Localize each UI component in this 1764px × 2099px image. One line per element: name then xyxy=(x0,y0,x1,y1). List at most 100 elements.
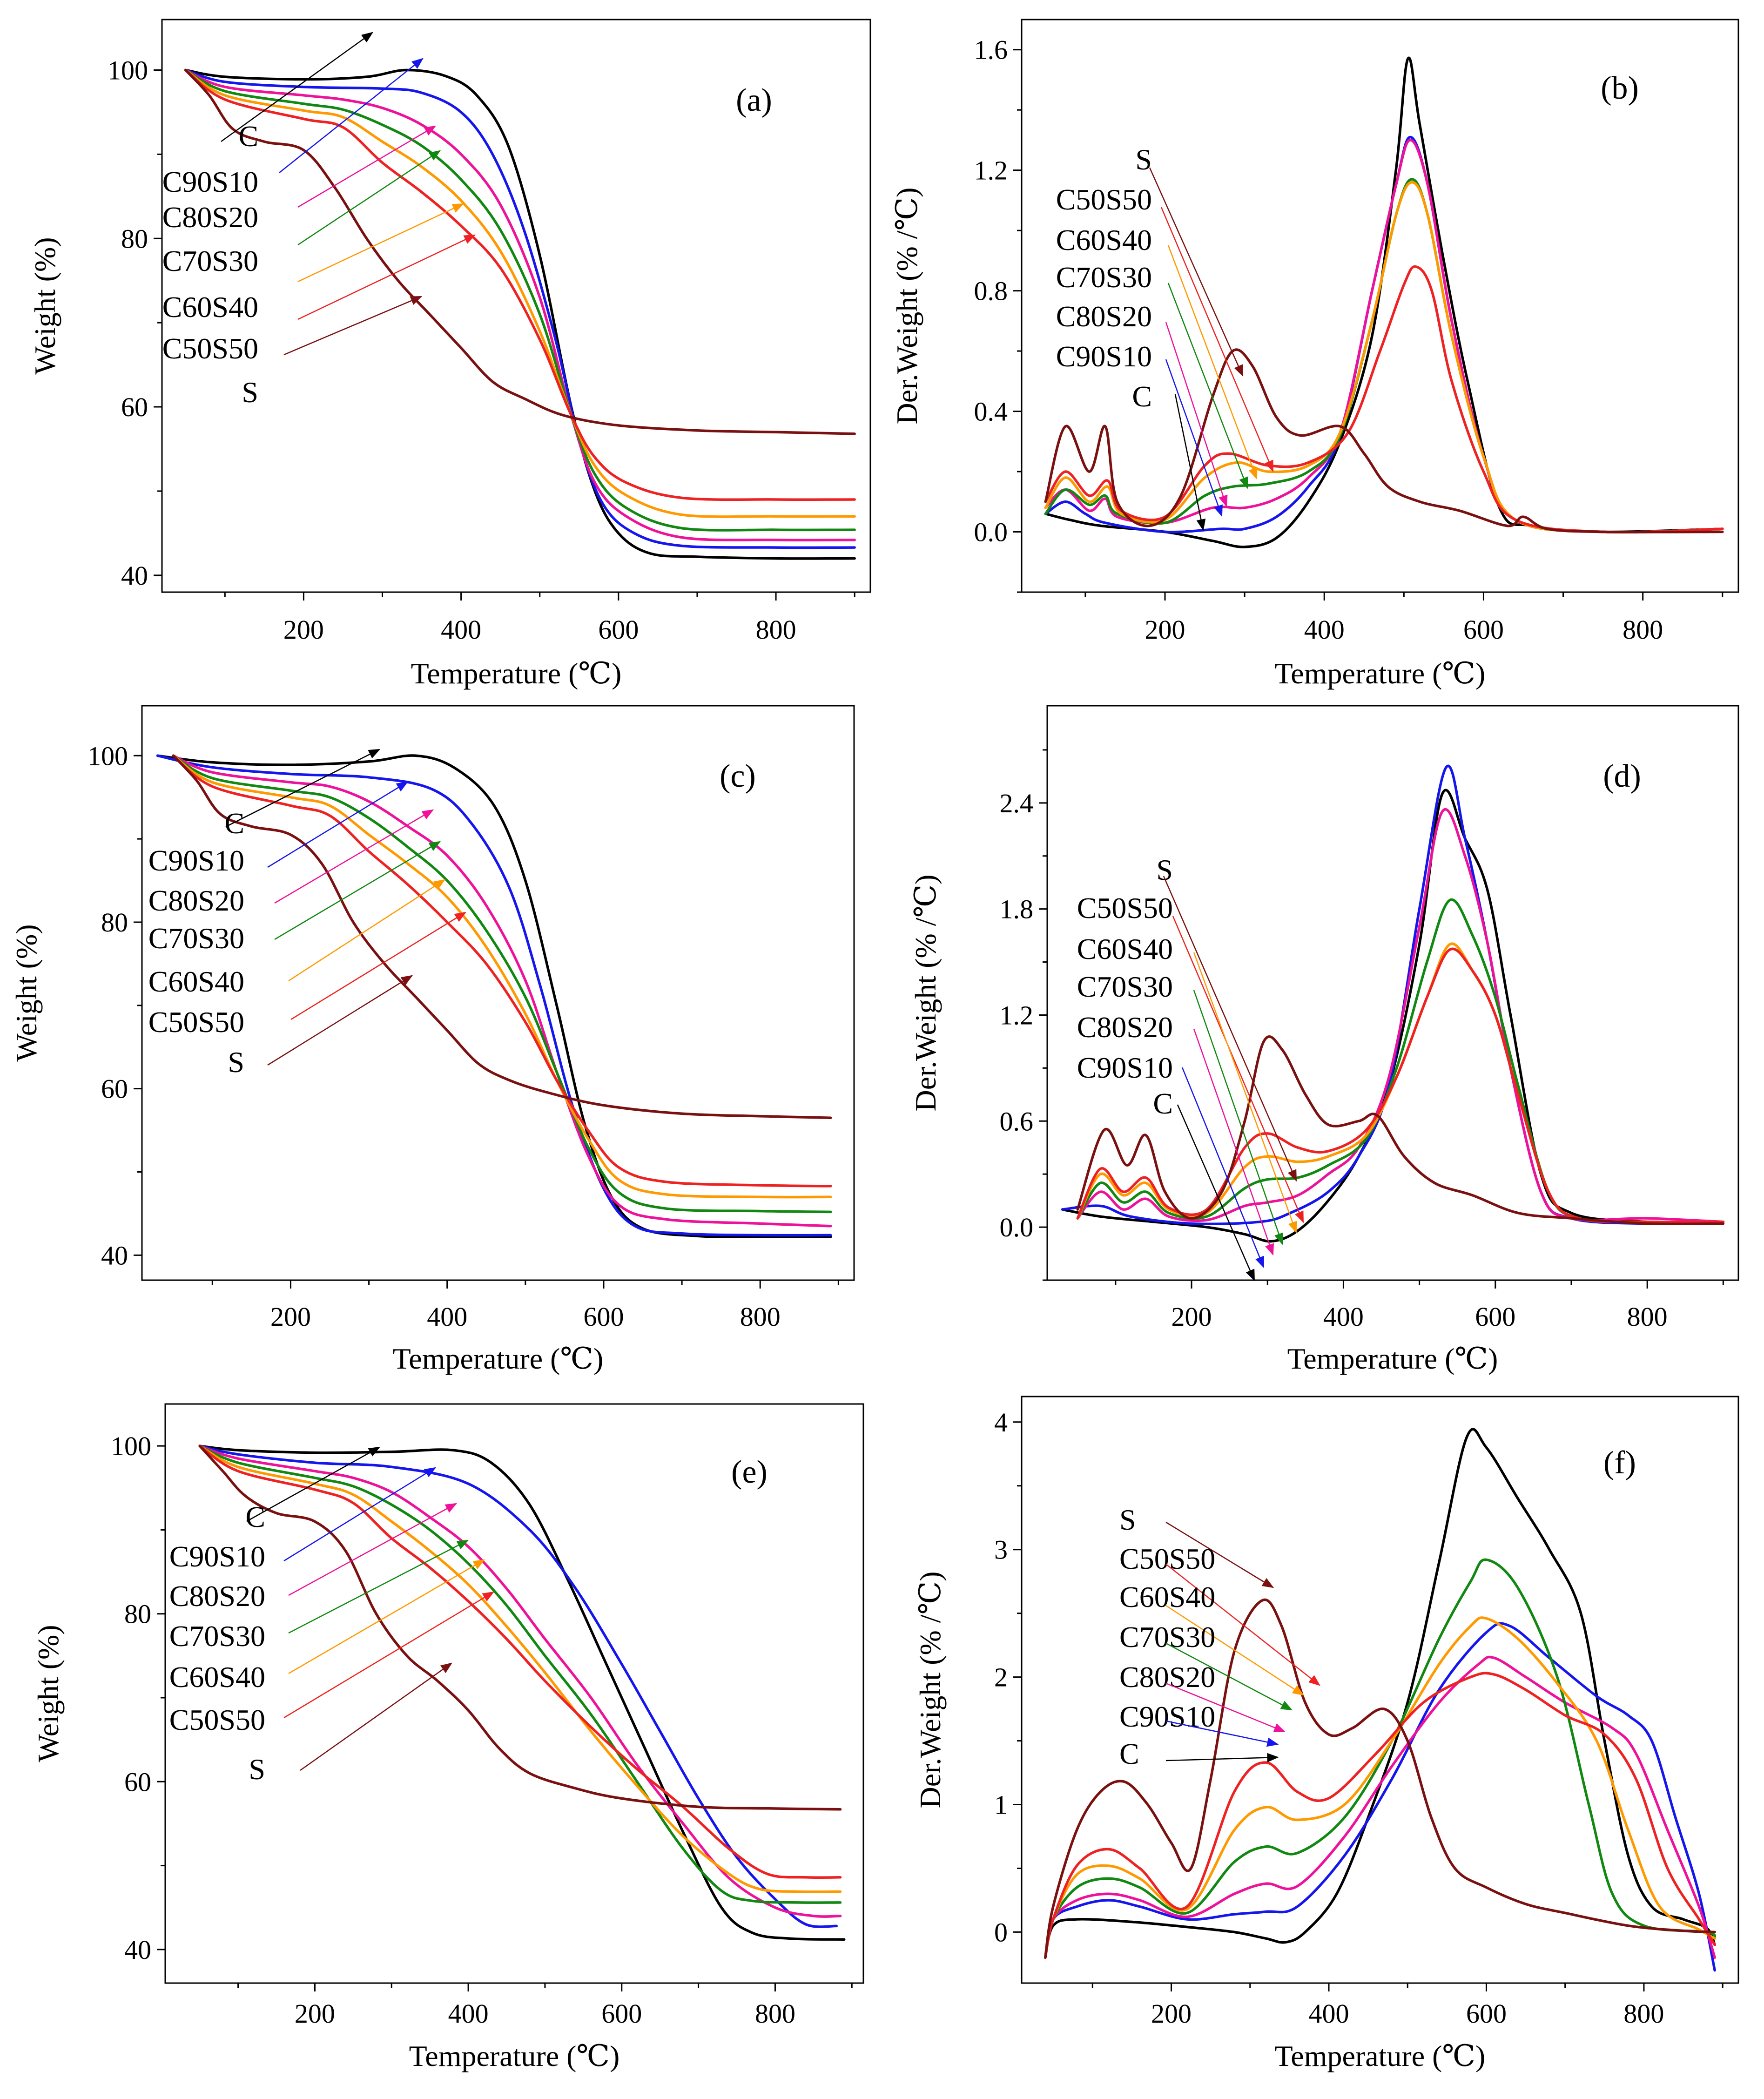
y-tick-label: 40 xyxy=(124,1935,151,1965)
x-tick-label: 200 xyxy=(1145,614,1185,645)
legend-arrow-c50s50 xyxy=(1165,1564,1320,1686)
legend-label-c80s20: C80S20 xyxy=(169,1579,265,1613)
legend-arrow-c50s50 xyxy=(1160,207,1274,472)
legend-arrow-c80s20 xyxy=(297,125,437,208)
legend-label-c60s40: C60S40 xyxy=(1077,932,1173,965)
legend-arrow-c70s30 xyxy=(1193,990,1284,1245)
legend-label-s: S xyxy=(1156,853,1173,886)
panel-label: (f) xyxy=(1603,1445,1636,1481)
legend-arrow-c70s30 xyxy=(1167,283,1248,489)
series-line-c70s30 xyxy=(172,754,832,1214)
x-tick-label: 200 xyxy=(1172,1302,1212,1332)
y-tick-label: 1.6 xyxy=(974,35,1008,65)
legend-label-c90s10: C90S10 xyxy=(162,165,258,198)
plot-frame xyxy=(161,19,871,593)
y-tick-label: 60 xyxy=(101,1074,128,1104)
y-tick-label: 80 xyxy=(101,907,128,938)
legend-label-c60s40: C60S40 xyxy=(1119,1580,1215,1613)
series-line-c80s20 xyxy=(1076,808,1725,1223)
legend-arrow-c60s40 xyxy=(288,1559,485,1674)
legend-label-c80s20: C80S20 xyxy=(162,201,258,234)
panel-e: 200 400 600 800 40 60 80 100 Temperature (℃) Weig… xyxy=(32,1403,864,2072)
legend-arrow-c60s40 xyxy=(1165,1605,1305,1696)
y-tick-label: 100 xyxy=(111,1431,151,1461)
legend-label-s: S xyxy=(249,1753,265,1786)
panel-c: 200 400 600 800 40 60 80 100 Temperature (℃) Weig… xyxy=(10,705,855,1375)
series-line-c70s30 xyxy=(1076,898,1725,1224)
legend-arrow-c50s50 xyxy=(1172,916,1304,1223)
x-tick-label: 800 xyxy=(1623,1998,1664,2029)
legend-label-c70s30: C70S30 xyxy=(1077,970,1173,1003)
series-group xyxy=(184,68,856,560)
y-tick-label: 80 xyxy=(121,223,148,254)
x-axis-label: Temperature (℃) xyxy=(1275,2039,1486,2072)
legend-arrow-c60s40 xyxy=(1167,245,1258,480)
legend-arrow-c50s50 xyxy=(297,234,476,320)
legend-arrow-c xyxy=(1174,394,1206,531)
legend-arrow-c90s10 xyxy=(1181,1067,1265,1269)
panel-label: (d) xyxy=(1603,758,1641,794)
y-tick-label: 100 xyxy=(88,741,128,771)
y-axis-label: Der.Weight (% /℃) xyxy=(914,1572,947,1809)
legend-label-c50s50: C50S50 xyxy=(148,1006,244,1039)
legend-arrow-s xyxy=(1163,876,1297,1182)
legend-label-s: S xyxy=(1135,143,1152,176)
panel-label: (a) xyxy=(736,82,772,118)
y-tick-label: 0.0 xyxy=(1000,1212,1034,1242)
legend-label-c50s50: C50S50 xyxy=(1077,891,1173,925)
y-tick-label: 0.6 xyxy=(1000,1106,1034,1136)
panel-label: (e) xyxy=(731,1454,768,1490)
legend-label-c60s40: C60S40 xyxy=(148,965,244,998)
legend-arrow-c70s30 xyxy=(1165,1642,1293,1711)
series-group xyxy=(1061,764,1725,1243)
panel-a: 200 400 600 800 40 60 80 100 Temperature (℃) Weig… xyxy=(28,19,871,690)
legend-arrow-c90s10 xyxy=(1165,1720,1279,1747)
y-tick-label: 60 xyxy=(124,1767,151,1797)
y-tick-label: 80 xyxy=(124,1599,151,1629)
legend-label-c90s10: C90S10 xyxy=(148,844,244,877)
legend-arrow-c80s20 xyxy=(1165,1682,1286,1733)
legend-label-s: S xyxy=(1119,1503,1136,1536)
legend-arrow-c50s50 xyxy=(290,911,467,1020)
legend-label-c80s20: C80S20 xyxy=(148,884,244,917)
series-line-c60s40 xyxy=(172,754,832,1199)
x-tick-label: 800 xyxy=(1627,1302,1668,1332)
x-tick-label: 400 xyxy=(427,1302,467,1332)
series-group xyxy=(1044,56,1724,548)
y-axis-label: Weight (%) xyxy=(28,237,61,374)
x-axis-label: Temperature (℃) xyxy=(393,1342,604,1375)
series-line-c50s50 xyxy=(198,1444,842,1879)
legend-arrow-c90s10 xyxy=(267,781,409,868)
y-tick-label: 1 xyxy=(994,1790,1008,1820)
y-tick-label: 4 xyxy=(994,1407,1008,1438)
legend-arrow-c50s50 xyxy=(283,1591,495,1719)
series-line-c80s20 xyxy=(172,754,832,1228)
legend-arrow-s xyxy=(300,1662,453,1771)
x-tick-label: 600 xyxy=(1466,1998,1507,2029)
x-tick-label: 200 xyxy=(270,1302,311,1332)
plot-frame xyxy=(164,1403,864,1984)
x-tick-label: 400 xyxy=(448,1998,489,2029)
series-line-c60s40 xyxy=(198,1444,842,1893)
series-line-c50s50 xyxy=(184,68,856,501)
panel-d: 200 400 600 800 0.0 0.6 1.2 1.8 2.4 Temperature (… xyxy=(909,705,1739,1375)
plot-frame xyxy=(1046,705,1739,1281)
x-axis-label: Temperature (℃) xyxy=(1275,657,1486,690)
series-line-s xyxy=(1044,348,1724,533)
legend-arrow-s xyxy=(1149,167,1244,377)
legend-label-c50s50: C50S50 xyxy=(1119,1542,1215,1575)
legend-label-c90s10: C90S10 xyxy=(169,1540,265,1573)
legend-label-c70s30: C70S30 xyxy=(1119,1620,1215,1654)
series-line-c70s30 xyxy=(184,68,856,532)
y-tick-label: 100 xyxy=(108,55,148,86)
series-line-c60s40 xyxy=(1076,942,1725,1224)
series-group xyxy=(1044,1428,1717,1972)
legend-label-c70s30: C70S30 xyxy=(169,1620,265,1653)
series-line-c60s40 xyxy=(1044,1616,1716,1959)
series-line-s xyxy=(198,1444,842,1811)
y-tick-label: 0.8 xyxy=(974,276,1008,306)
series-line-s xyxy=(172,754,832,1120)
series-line-c70s30 xyxy=(198,1444,842,1904)
series-line-c60s40 xyxy=(184,68,856,518)
x-tick-label: 600 xyxy=(1475,1302,1515,1332)
